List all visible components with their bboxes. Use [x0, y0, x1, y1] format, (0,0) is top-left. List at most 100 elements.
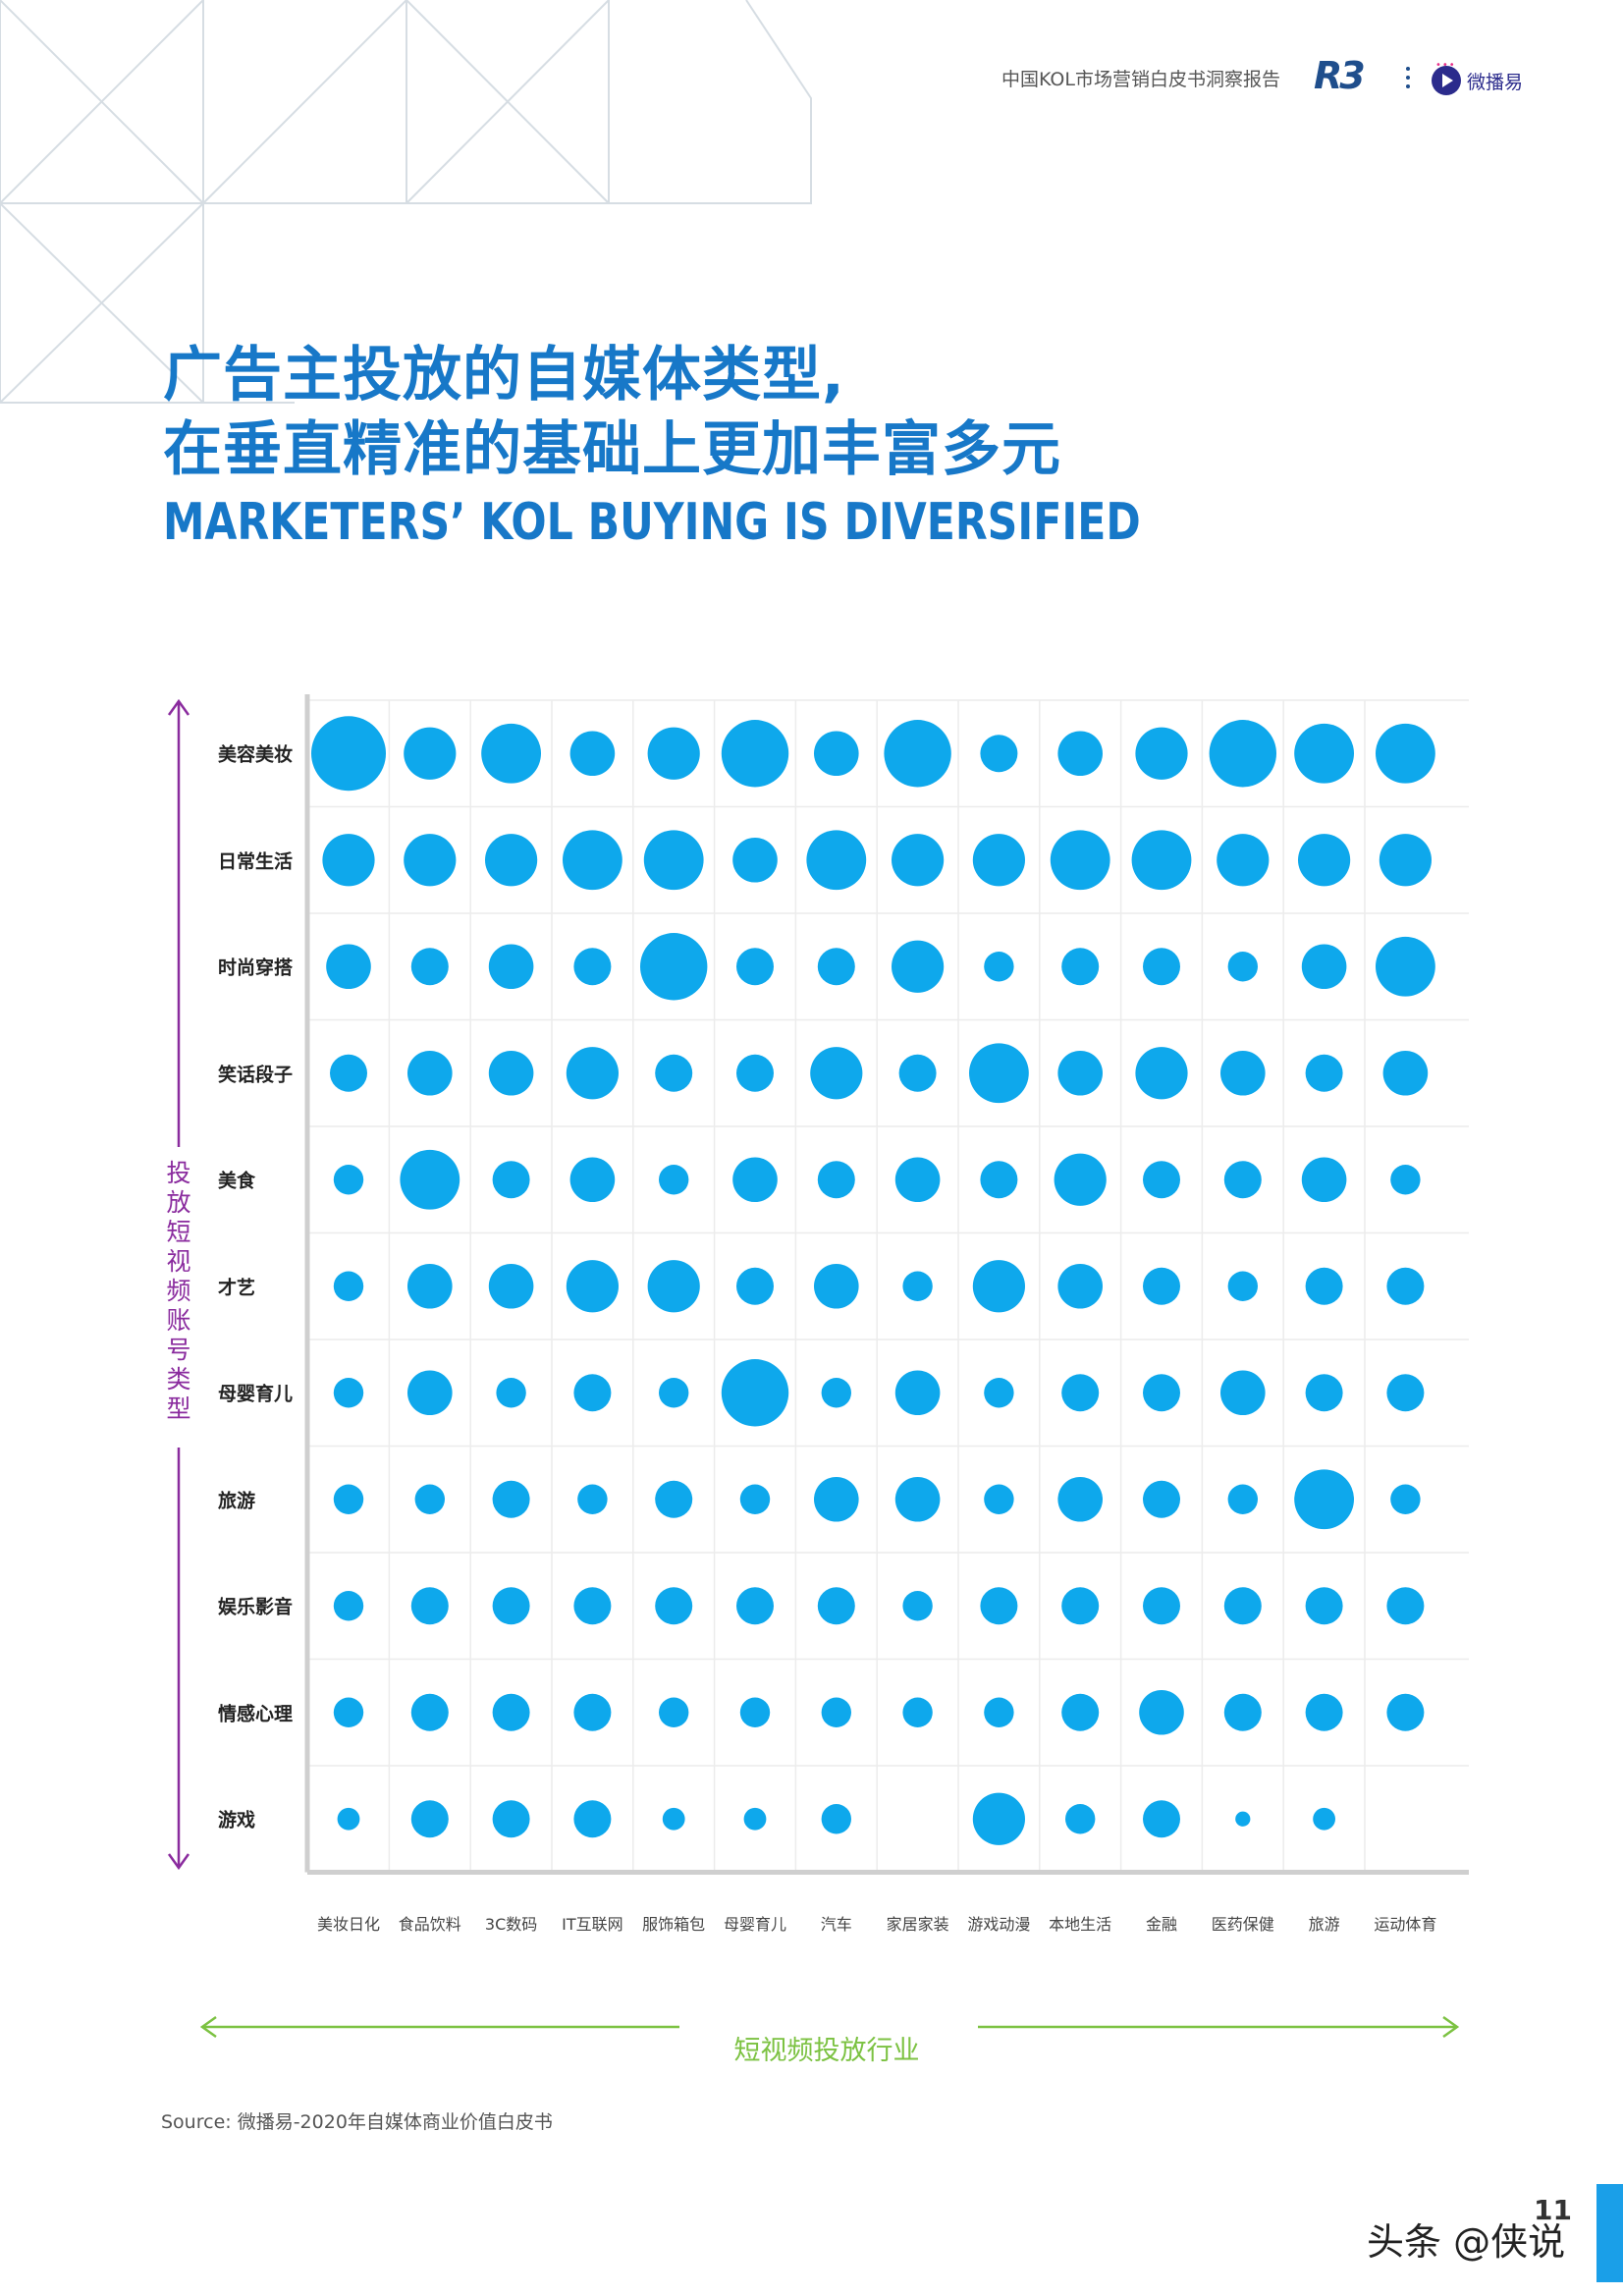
row-label: 娱乐影音 [218, 1596, 294, 1618]
bubble-7-11 [1143, 1374, 1180, 1412]
y-arrow-head-up [167, 698, 190, 716]
bubble-10-9 [984, 1697, 1014, 1727]
bubble-11-1 [337, 1807, 360, 1831]
row-label: 旅游 [218, 1490, 256, 1512]
bubble-11-6 [743, 1807, 767, 1831]
bubble-1-14 [1376, 723, 1435, 784]
bubble-5-2 [400, 1149, 460, 1210]
bubble-2-11 [1131, 830, 1192, 891]
bubble-6-10 [1057, 1263, 1103, 1309]
page-title-english: MARKETERS’ KOL BUYING IS DIVERSIFIED [163, 493, 1141, 552]
bubble-2-14 [1379, 834, 1432, 887]
bubble-5-4 [569, 1157, 616, 1203]
bubble-5-3 [492, 1161, 530, 1199]
bubble-2-13 [1298, 834, 1351, 887]
bubble-9-7 [817, 1587, 855, 1625]
bubble-8-7 [814, 1476, 859, 1522]
bubble-7-9 [984, 1378, 1014, 1408]
bubble-8-9 [984, 1484, 1014, 1514]
row-label: 日常生活 [218, 850, 294, 873]
bubble-4-9 [969, 1043, 1029, 1104]
bubble-5-6 [732, 1157, 778, 1203]
bubble-5-14 [1390, 1165, 1421, 1195]
bubble-1-9 [980, 735, 1018, 773]
bubble-5-11 [1143, 1161, 1180, 1199]
bubble-7-8 [894, 1370, 941, 1416]
bubble-1-13 [1294, 723, 1354, 784]
bubble-3-11 [1143, 948, 1180, 986]
bubble-8-3 [492, 1480, 530, 1518]
bubble-9-3 [492, 1587, 530, 1625]
y-axis-title: 投放短视频账号类型 [166, 1159, 191, 1423]
bubble-2-7 [806, 830, 867, 891]
bubble-9-8 [902, 1591, 933, 1621]
bubble-8-8 [894, 1476, 941, 1522]
bubble-10-2 [410, 1693, 449, 1731]
bubble-4-5 [655, 1054, 693, 1092]
bubble-9-12 [1223, 1587, 1262, 1625]
bubble-7-12 [1220, 1370, 1266, 1416]
bubble-5-13 [1301, 1157, 1347, 1203]
bubble-7-5 [659, 1378, 689, 1408]
play-icon: ••• [1432, 60, 1461, 95]
bubble-8-14 [1390, 1484, 1421, 1514]
row-label: 笑话段子 [218, 1064, 294, 1086]
bubble-3-8 [892, 940, 945, 993]
bubble-4-1 [330, 1054, 367, 1092]
bubble-3-7 [817, 948, 855, 986]
bubble-10-10 [1061, 1693, 1100, 1731]
x-arrow-head-left [199, 2015, 217, 2039]
bubble-3-2 [410, 948, 449, 986]
bubble-3-9 [984, 952, 1014, 982]
bubble-11-13 [1313, 1807, 1335, 1831]
bubble-4-6 [736, 1054, 774, 1092]
bubble-4-2 [407, 1050, 453, 1096]
bubble-2-10 [1050, 830, 1110, 891]
bubble-7-1 [333, 1378, 364, 1408]
bubble-6-1 [333, 1271, 364, 1301]
bubble-1-8 [884, 720, 951, 788]
column-label: 汽车 [820, 1915, 852, 1934]
bubble-5-9 [980, 1161, 1018, 1199]
bubble-11-11 [1143, 1800, 1180, 1838]
bubble-1-10 [1057, 731, 1103, 777]
bubble-2-5 [643, 830, 704, 891]
bubble-2-1 [322, 834, 375, 887]
bubble-5-7 [817, 1161, 855, 1199]
bubble-7-2 [407, 1370, 453, 1416]
bubble-11-3 [492, 1800, 530, 1838]
bubble-6-2 [407, 1263, 453, 1309]
bubble-5-12 [1223, 1161, 1262, 1199]
bubble-7-10 [1061, 1374, 1100, 1412]
bubble-4-13 [1305, 1054, 1343, 1092]
bubble-4-8 [898, 1054, 937, 1092]
bubble-8-11 [1143, 1480, 1180, 1518]
bubble-7-13 [1305, 1374, 1343, 1412]
column-label: 游戏动漫 [967, 1915, 1031, 1934]
column-label: IT互联网 [562, 1915, 623, 1934]
bubble-4-10 [1057, 1050, 1103, 1096]
bubble-1-11 [1135, 727, 1188, 780]
bubble-8-6 [739, 1484, 771, 1514]
bubble-7-6 [721, 1359, 789, 1427]
bubble-2-6 [732, 837, 778, 883]
bubble-1-5 [647, 727, 700, 780]
bubble-3-4 [573, 948, 612, 986]
column-label: 本地生活 [1049, 1915, 1112, 1934]
report-title: 中国KOL市场营销白皮书洞察报告 [1001, 69, 1280, 90]
bubble-9-13 [1305, 1587, 1343, 1625]
bubble-4-4 [566, 1047, 620, 1100]
bubble-10-14 [1386, 1693, 1425, 1731]
bubble-9-5 [655, 1587, 693, 1625]
bubble-10-3 [492, 1693, 530, 1731]
bubble-9-1 [333, 1591, 364, 1621]
row-label: 美容美妆 [218, 743, 294, 766]
bubble-10-4 [573, 1693, 612, 1731]
bubble-11-7 [821, 1804, 851, 1834]
bubble-6-7 [814, 1263, 859, 1309]
bubble-6-13 [1305, 1267, 1343, 1305]
bubble-10-13 [1305, 1693, 1343, 1731]
r3-logo: R3 [1314, 54, 1366, 97]
bubble-3-10 [1061, 948, 1100, 986]
